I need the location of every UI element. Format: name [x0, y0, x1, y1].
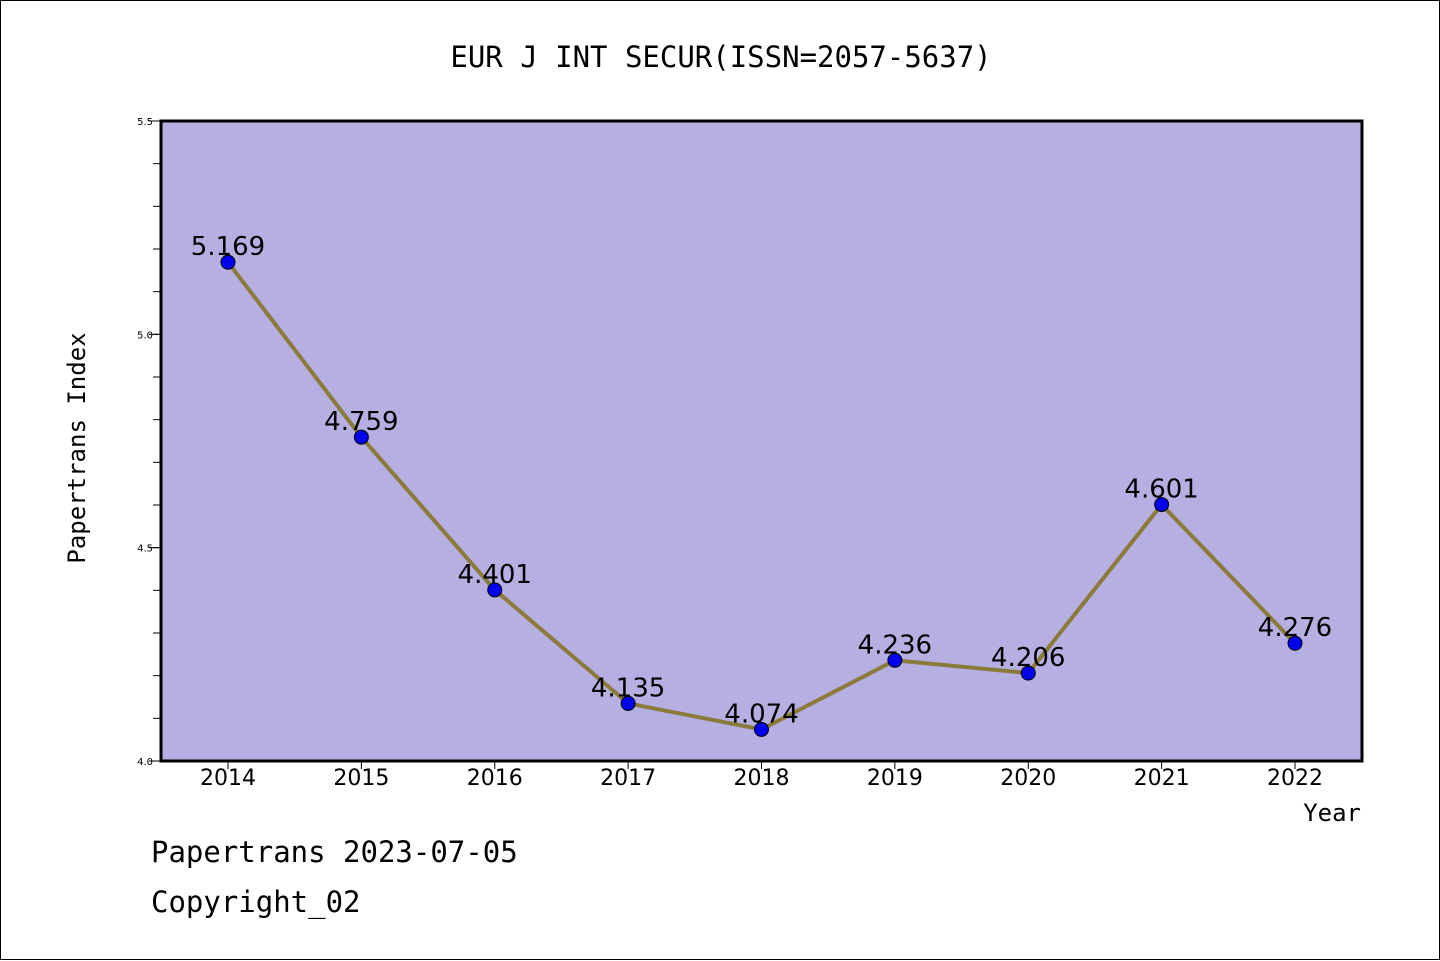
data-point — [487, 582, 503, 598]
data-point — [1020, 665, 1036, 681]
x-tick-label: 2018 — [734, 766, 790, 791]
plot-border — [159, 119, 1364, 763]
data-label: 4.236 — [858, 630, 932, 660]
data-label: 4.135 — [591, 673, 665, 703]
data-label: 4.074 — [724, 699, 798, 729]
chart-title: EUR J INT SECUR(ISSN=2057-5637) — [450, 40, 991, 74]
y-tick-label: 5.0 — [137, 330, 153, 341]
data-point — [620, 695, 636, 711]
x-tick-label: 2022 — [1267, 766, 1323, 791]
x-tick-label: 2016 — [467, 766, 523, 791]
data-label: 4.759 — [324, 407, 398, 437]
footer-date: Papertrans 2023-07-05 — [151, 835, 518, 869]
data-point — [220, 254, 236, 270]
series-markers — [220, 254, 1303, 737]
data-label: 4.276 — [1258, 613, 1332, 643]
x-tick-label: 2019 — [867, 766, 923, 791]
data-labels: 5.169 4.759 4.401 4.135 4.074 4.236 4.206 4.601… — [191, 232, 1332, 729]
x-tick-label: 2017 — [600, 766, 656, 791]
data-point — [754, 721, 769, 737]
x-tick-label: 2021 — [1134, 766, 1190, 791]
data-point — [1154, 497, 1170, 513]
data-point — [887, 652, 903, 668]
data-label: 4.401 — [458, 560, 532, 590]
data-point — [353, 429, 369, 445]
x-axis-ticks: 2014 2015 2016 2017 2018 2019 2020 2021 2022 — [200, 761, 1323, 791]
y-axis-label: Papertrans Index — [63, 332, 91, 563]
y-tick-label: 5.5 — [137, 117, 153, 128]
y-axis-ticks: 4.0 4.5 5.0 5.5 — [137, 117, 161, 768]
x-tick-label: 2020 — [1000, 766, 1056, 791]
y-tick-label: 4.5 — [137, 544, 153, 555]
y-tick-label: 4.0 — [137, 757, 153, 768]
plot-area — [161, 121, 1362, 761]
data-label: 4.601 — [1124, 475, 1198, 505]
data-point — [1287, 635, 1303, 651]
x-tick-label: 2015 — [333, 766, 389, 791]
data-label: 5.169 — [191, 232, 265, 262]
data-label: 4.206 — [991, 643, 1065, 673]
x-axis-label: Year — [1303, 799, 1361, 827]
x-tick-label: 2014 — [200, 766, 256, 791]
footer-copyright: Copyright_02 — [151, 885, 361, 919]
